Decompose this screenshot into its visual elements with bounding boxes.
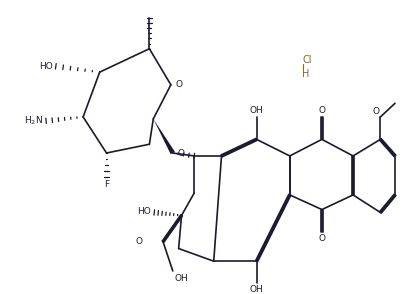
Polygon shape: [153, 119, 175, 154]
Text: Cl: Cl: [302, 56, 311, 66]
Text: O: O: [318, 106, 324, 115]
Text: O: O: [177, 148, 184, 158]
Text: O: O: [371, 107, 379, 116]
Text: F: F: [104, 180, 109, 189]
Text: H: H: [302, 69, 309, 79]
Text: OH: OH: [249, 285, 263, 294]
Text: HO: HO: [39, 62, 53, 71]
Text: OH: OH: [174, 274, 188, 283]
Text: OH: OH: [249, 106, 263, 115]
Text: O: O: [318, 234, 324, 243]
Text: O: O: [135, 237, 142, 246]
Text: HO: HO: [137, 207, 151, 216]
Text: O: O: [175, 80, 182, 89]
Text: H$_2$N: H$_2$N: [24, 115, 43, 127]
